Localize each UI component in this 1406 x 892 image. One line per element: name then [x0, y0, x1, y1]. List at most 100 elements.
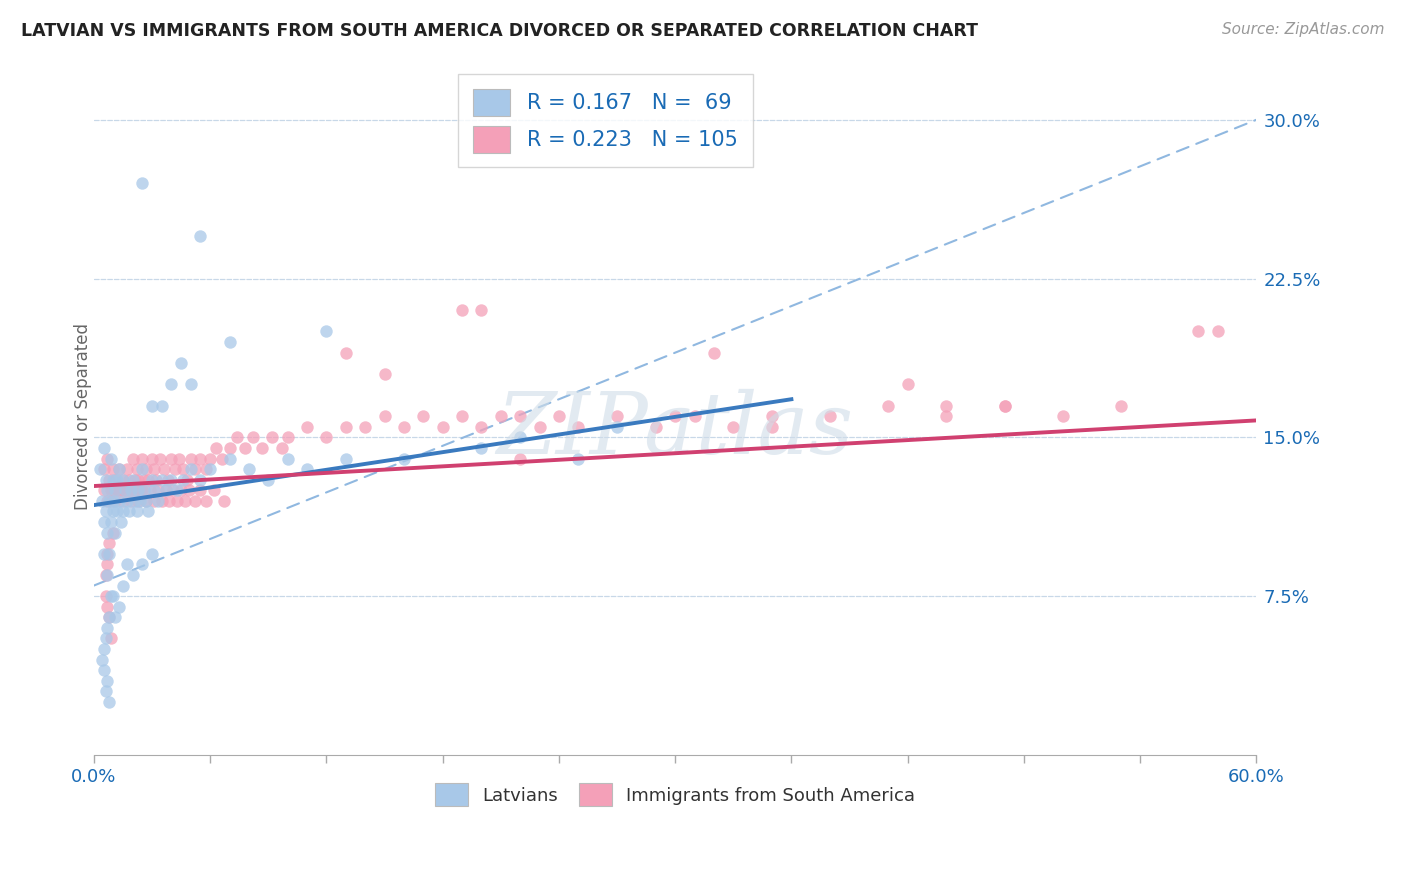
Point: [1206, 325, 1229, 339]
Point: [509, 430, 531, 444]
Point: [96, 673, 118, 688]
Y-axis label: Divorced or Separated: Divorced or Separated: [75, 323, 91, 509]
Point: [150, 493, 173, 508]
Point: [114, 483, 136, 498]
Point: [143, 493, 166, 508]
Point: [159, 493, 181, 508]
Point: [129, 483, 152, 498]
Point: [150, 473, 173, 487]
Point: [1052, 409, 1074, 424]
Point: [160, 451, 183, 466]
Point: [98, 695, 121, 709]
Point: [98, 610, 121, 624]
Point: [108, 599, 131, 614]
Point: [139, 483, 162, 498]
Point: [103, 483, 125, 498]
Point: [295, 419, 318, 434]
Point: [125, 462, 148, 476]
Point: [198, 451, 221, 466]
Point: [103, 504, 125, 518]
Point: [451, 409, 474, 424]
Point: [105, 483, 128, 498]
Point: [335, 419, 357, 434]
Point: [180, 377, 202, 392]
Point: [100, 483, 122, 498]
Point: [115, 483, 138, 498]
Point: [567, 419, 589, 434]
Point: [98, 547, 121, 561]
Point: [111, 578, 134, 592]
Point: [198, 462, 221, 476]
Point: [509, 451, 531, 466]
Point: [141, 451, 163, 466]
Point: [218, 451, 240, 466]
Point: [270, 441, 292, 455]
Point: [993, 399, 1015, 413]
Point: [136, 473, 159, 487]
Point: [335, 451, 357, 466]
Point: [100, 515, 122, 529]
Point: [100, 451, 122, 466]
Point: [606, 409, 628, 424]
Point: [218, 334, 240, 349]
Point: [335, 345, 357, 359]
Text: ZIPatlas: ZIPatlas: [496, 388, 853, 471]
Point: [105, 473, 128, 487]
Point: [100, 589, 122, 603]
Point: [141, 473, 163, 487]
Point: [993, 399, 1015, 413]
Point: [212, 493, 235, 508]
Point: [131, 462, 153, 476]
Point: [96, 525, 118, 540]
Point: [131, 176, 153, 190]
Point: [529, 419, 551, 434]
Legend: Latvians, Immigrants from South America: Latvians, Immigrants from South America: [427, 776, 922, 814]
Point: [127, 483, 149, 498]
Point: [120, 493, 142, 508]
Point: [257, 473, 280, 487]
Point: [104, 525, 127, 540]
Point: [93, 663, 115, 677]
Point: [412, 409, 434, 424]
Point: [143, 462, 166, 476]
Point: [177, 483, 200, 498]
Point: [176, 473, 198, 487]
Point: [103, 462, 125, 476]
Point: [818, 409, 841, 424]
Point: [277, 430, 299, 444]
Point: [149, 451, 172, 466]
Point: [115, 493, 138, 508]
Point: [94, 473, 117, 487]
Point: [761, 409, 783, 424]
Point: [135, 493, 157, 508]
Point: [226, 430, 249, 444]
Point: [152, 462, 174, 476]
Point: [190, 483, 212, 498]
Point: [202, 483, 225, 498]
Point: [155, 483, 177, 498]
Point: [103, 525, 125, 540]
Point: [111, 493, 134, 508]
Point: [165, 462, 187, 476]
Point: [315, 325, 337, 339]
Point: [94, 684, 117, 698]
Point: [392, 451, 415, 466]
Point: [134, 483, 156, 498]
Point: [183, 493, 205, 508]
Point: [103, 493, 125, 508]
Point: [108, 493, 131, 508]
Point: [146, 493, 169, 508]
Text: LATVIAN VS IMMIGRANTS FROM SOUTH AMERICA DIVORCED OR SEPARATED CORRELATION CHART: LATVIAN VS IMMIGRANTS FROM SOUTH AMERICA…: [21, 22, 979, 40]
Point: [145, 473, 167, 487]
Point: [155, 483, 177, 498]
Point: [93, 642, 115, 657]
Point: [548, 409, 571, 424]
Point: [93, 547, 115, 561]
Point: [93, 441, 115, 455]
Point: [104, 483, 127, 498]
Point: [129, 493, 152, 508]
Point: [131, 483, 153, 498]
Point: [104, 493, 127, 508]
Point: [108, 483, 131, 498]
Point: [567, 451, 589, 466]
